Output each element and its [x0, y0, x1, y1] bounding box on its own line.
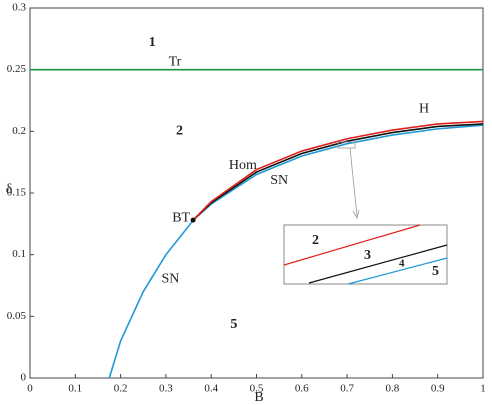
x-tick-label: 0.8 — [386, 383, 400, 395]
y-tick-label: 0.2 — [12, 125, 26, 137]
curve-label: SN — [270, 173, 288, 188]
x-tick-label: 0.3 — [159, 383, 173, 395]
inset: 2 3 4 5 — [283, 224, 448, 285]
inset-label: 2 — [312, 233, 319, 248]
point-label: BT — [172, 210, 190, 225]
curve — [192, 120, 484, 221]
x-tick-label: 0.9 — [431, 383, 445, 395]
x-tick-label: 0 — [27, 383, 33, 395]
inset-label: 4 — [399, 258, 405, 270]
y-tick-label: 0.25 — [7, 63, 27, 75]
curve — [192, 123, 484, 221]
curve-label: H — [419, 101, 429, 116]
plot-frame — [29, 7, 484, 379]
inset-label: 5 — [432, 264, 439, 279]
x-tick-label: 0.2 — [114, 383, 128, 395]
curve — [108, 124, 484, 379]
point — [190, 217, 196, 223]
zoom-connector — [337, 141, 360, 220]
y-tick-label: 0.1 — [12, 248, 26, 260]
curve-label: Hom — [229, 158, 257, 173]
region-label: 1 — [149, 35, 156, 50]
inset-label: 3 — [364, 248, 371, 263]
region-label: 2 — [176, 124, 183, 139]
curve-label: SN — [161, 272, 179, 287]
y-tick-label: 0.05 — [7, 310, 27, 322]
x-tick-label: 0.5 — [250, 383, 264, 395]
curve-label: Tr — [169, 54, 182, 69]
y-tick-label: 0.15 — [7, 187, 27, 199]
x-tick-label: 0.7 — [340, 383, 354, 395]
x-axis-label: B — [254, 390, 263, 405]
region-label: 5 — [230, 317, 237, 332]
x-tick-label: 1 — [480, 383, 486, 395]
x-tick-label: 0.4 — [204, 383, 218, 395]
x-tick-label: 0.6 — [295, 383, 309, 395]
x-tick-label: 0.1 — [68, 383, 82, 395]
y-tick-label: 0.3 — [12, 2, 26, 14]
y-tick-label: 0 — [21, 372, 27, 384]
y-axis-label: δ — [6, 182, 13, 197]
